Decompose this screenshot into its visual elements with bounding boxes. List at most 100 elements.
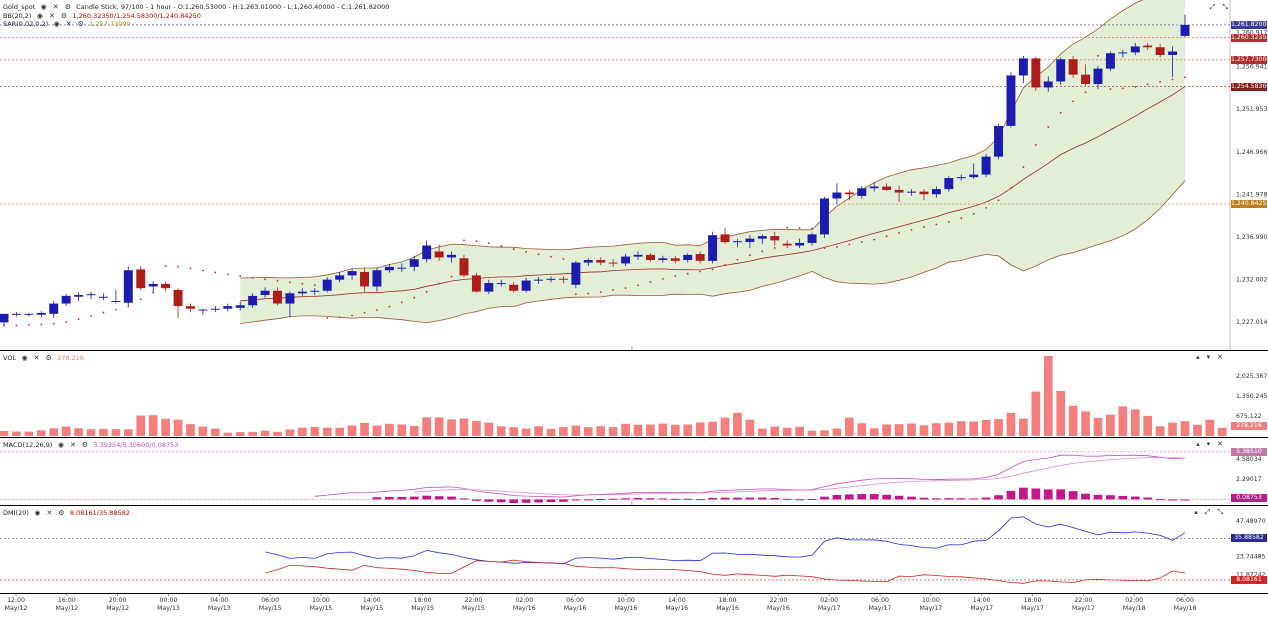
pane-divider [0, 505, 1268, 506]
move-up-icon[interactable]: ▴ [1196, 440, 1200, 448]
candle-body [1155, 47, 1165, 55]
dmi-pane[interactable]: DMI(20) ◉ ✕ ⚙ 8.08161/35.88582 ▴ ⤢ ⤡ [0, 506, 1268, 593]
sar-dot [351, 314, 353, 317]
x-axis-time-label: 18:00 [414, 597, 432, 604]
close-icon[interactable]: ✕ [52, 2, 59, 11]
dmi-values: 8.08161/35.88582 [69, 509, 130, 517]
resize-handle[interactable]: ⁞ [631, 345, 633, 352]
sar-dot [1010, 187, 1012, 189]
price-header: Gold_spot ◉ ✕ ⚙ Candle Stick, 97/100 - 1… [3, 3, 389, 11]
close-icon[interactable]: ✕ [49, 11, 55, 20]
price-pane[interactable]: Gold_spot ◉ ✕ ⚙ Candle Stick, 97/100 - 1… [0, 0, 1268, 351]
eye-icon[interactable]: ◉ [36, 11, 44, 20]
sar-dot [152, 291, 155, 294]
sar-dot [923, 226, 925, 228]
dmi-header: DMI(20) ◉ ✕ ⚙ 8.08161/35.88582 [3, 509, 130, 517]
gear-icon[interactable]: ⚙ [45, 353, 52, 362]
eye-icon[interactable]: ◉ [21, 353, 28, 362]
price-tick-label: 1,241.97819 [1236, 191, 1268, 198]
sar-dot [1121, 87, 1124, 90]
expand-icon[interactable]: ⤢ [1204, 508, 1211, 516]
price-tick-label: 1,246.96606 [1236, 149, 1268, 156]
close-icon[interactable]: ✕ [46, 508, 53, 517]
x-axis-date-label: May/12 [5, 605, 28, 612]
sar-dot [413, 296, 416, 299]
bb-lower-badge: 1,240.84250 [1231, 200, 1268, 209]
sar-dot [114, 308, 117, 311]
move-down-icon[interactable]: ▾ [1206, 353, 1211, 361]
resize-handle[interactable]: ⁞ [631, 432, 633, 439]
candle-body [471, 275, 481, 292]
sar-dot [873, 238, 876, 241]
sar-dot [786, 226, 789, 229]
candle-body [422, 245, 432, 260]
sar-dot [798, 227, 801, 229]
collapse-icon[interactable]: ⤡ [1217, 508, 1223, 516]
candle-body [633, 254, 643, 257]
candle-body [347, 271, 357, 276]
sar-dot [612, 289, 615, 291]
ohlc-description: Candle Stick, 97/100 - 1 hour - O:1,260.… [76, 3, 390, 11]
candle-body [534, 279, 544, 281]
gear-icon[interactable]: ⚙ [64, 2, 71, 11]
sar-dot [525, 250, 528, 253]
candle-body [384, 266, 394, 271]
x-axis-time-label: 02:00 [515, 597, 533, 604]
close-icon[interactable]: ✕ [33, 353, 40, 362]
eye-icon[interactable]: ◉ [57, 440, 64, 449]
macd-pane[interactable]: MACD(12,26,9) ◉ ✕ ⚙ 5.39354/5.30600/0.08… [0, 438, 1268, 505]
candle-body [161, 283, 171, 289]
candle-body [1018, 58, 1028, 76]
close-icon[interactable]: ✕ [69, 440, 76, 449]
x-axis-date-label: May/15 [259, 605, 282, 612]
eye-icon[interactable]: ◉ [34, 508, 41, 517]
candle-body [732, 241, 742, 243]
sar-dot [947, 220, 950, 223]
sar-dot [338, 316, 341, 319]
sar-dot [487, 242, 490, 245]
x-axis-date-label: May/17 [1072, 605, 1095, 612]
candle-body [757, 236, 767, 239]
sar-dot [251, 276, 254, 279]
macd-pane-controls: ▴ ▾ ✕ [1196, 440, 1223, 448]
candle-body [683, 254, 693, 261]
eye-icon[interactable]: ◉ [53, 19, 60, 28]
sar-dot [264, 278, 266, 281]
candle-body [198, 309, 208, 311]
close-icon[interactable]: ✕ [1217, 353, 1223, 361]
x-axis-date-label: May/15 [360, 605, 383, 612]
gear-icon[interactable]: ⚙ [81, 440, 89, 449]
dmi-plus-badge: 35.88582 [1231, 534, 1267, 543]
expand-icon[interactable]: ⤢ [1209, 3, 1216, 11]
sar-dot [537, 253, 540, 256]
gear-icon[interactable]: ⚙ [60, 11, 68, 20]
sar-dot [313, 284, 316, 287]
move-up-icon[interactable]: ▴ [1194, 508, 1198, 516]
x-axis-time-label: 02:00 [820, 597, 838, 604]
x-axis-time-label: 20:00 [109, 597, 127, 604]
close-icon[interactable]: ✕ [65, 19, 72, 28]
candle-body [558, 278, 568, 280]
candle-body [1118, 52, 1128, 54]
sar-dot [1109, 88, 1112, 91]
sar-dot [177, 265, 179, 268]
volume-pane[interactable]: VOL ◉ ✕ ⚙ 278,216 ▴ ▾ ✕ [0, 351, 1268, 437]
x-axis-date-label: May/16 [665, 605, 688, 612]
gear-icon[interactable]: ⚙ [77, 19, 84, 28]
sar-dot [811, 227, 813, 230]
move-down-icon[interactable]: ▾ [1206, 440, 1211, 448]
sar-value: 1,257.73000 [89, 20, 131, 28]
collapse-icon[interactable]: ⤡ [1222, 3, 1228, 11]
eye-icon[interactable]: ◉ [40, 2, 47, 11]
resize-handle[interactable]: ⁞ [631, 500, 633, 507]
sar-dot [1171, 78, 1174, 81]
gear-icon[interactable]: ⚙ [58, 508, 65, 517]
sar-dot [898, 232, 900, 234]
move-up-icon[interactable]: ▴ [1196, 353, 1200, 361]
candle-body [1130, 46, 1140, 53]
sar-dot [425, 290, 428, 293]
candle-body [583, 260, 593, 263]
price-tick-label: 1,227.01460 [1236, 319, 1268, 326]
sar-dot [599, 291, 602, 294]
close-icon[interactable]: ✕ [1217, 440, 1223, 448]
